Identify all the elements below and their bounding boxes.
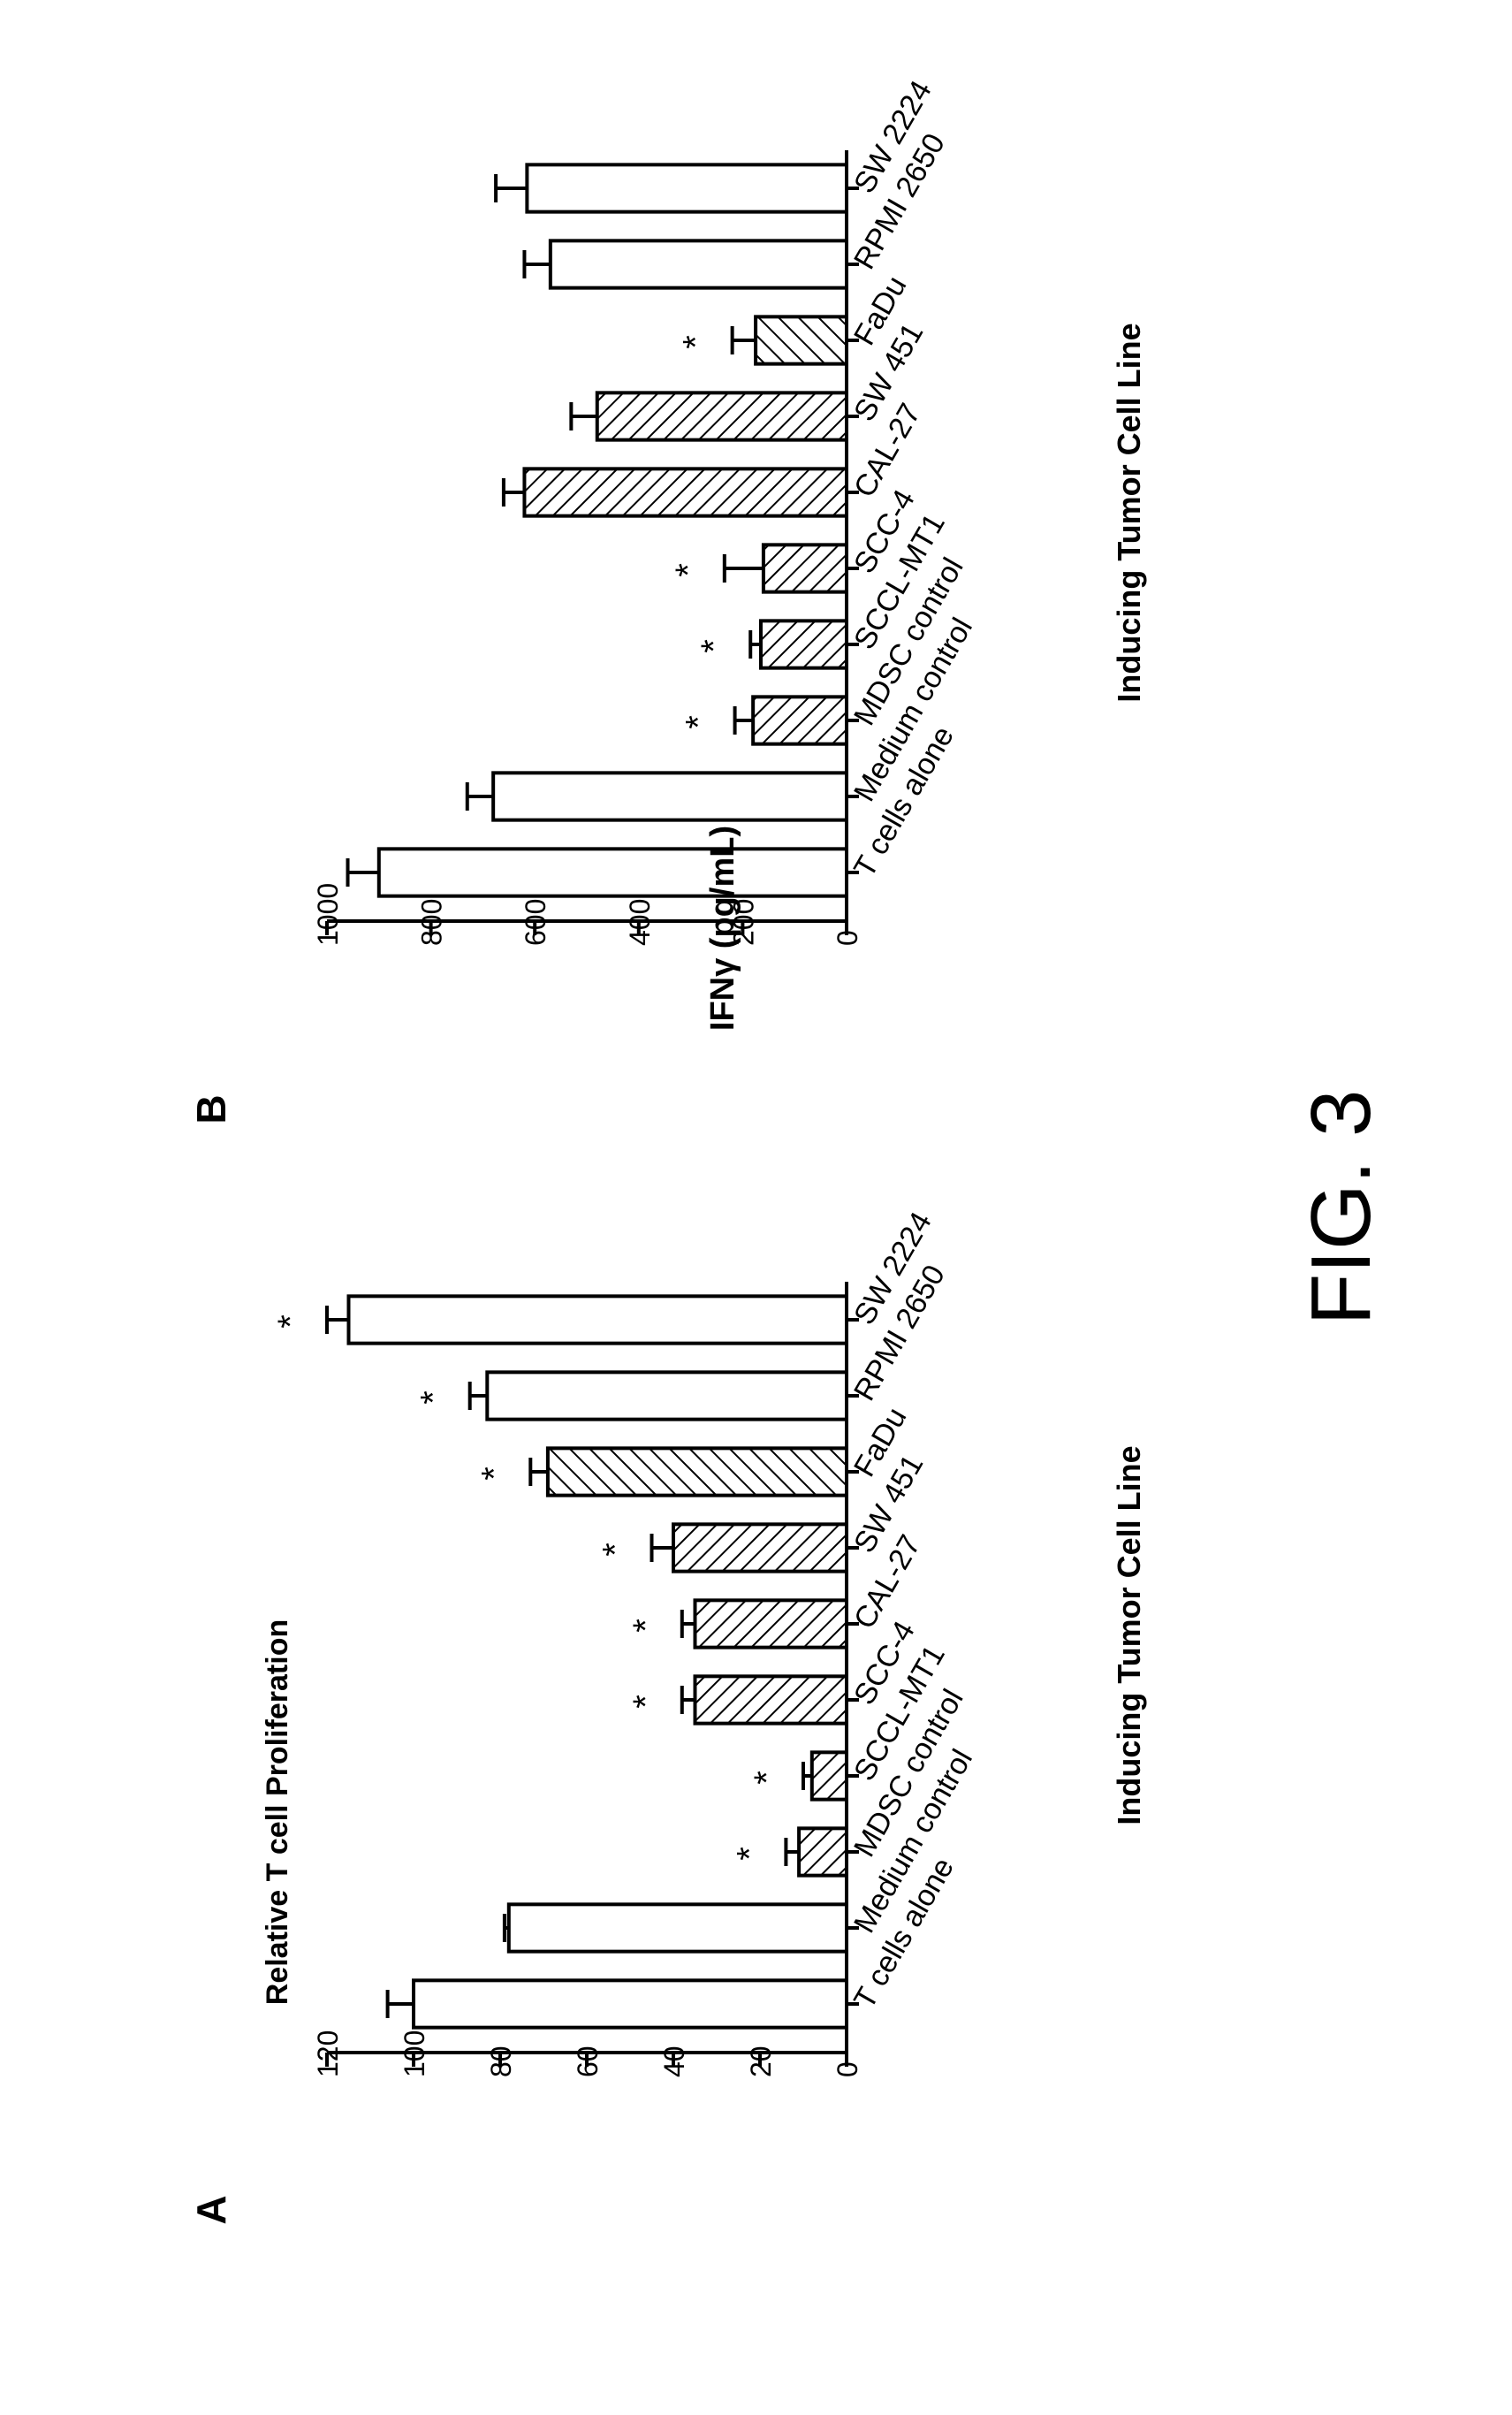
panel-a-significance-asterisk: * xyxy=(596,1543,635,1557)
panel-b-value-tick-label: 800 xyxy=(416,899,448,946)
panel-a-bar xyxy=(487,1372,847,1419)
panel-a-x-axis-label: Inducing Tumor Cell Line xyxy=(1111,1445,1147,1825)
panel-b-y-axis-label: IFNγ (pg/mL) xyxy=(704,826,741,1031)
panel-a-label: A xyxy=(188,2195,234,2224)
panel-a-significance-asterisk: * xyxy=(748,1771,786,1785)
panel-b-significance-asterisk: * xyxy=(695,639,733,653)
panel-a-significance-asterisk: * xyxy=(627,1695,665,1709)
panel-a-significance-asterisk: * xyxy=(730,1847,769,1861)
panel-b-significance-asterisk: * xyxy=(669,563,708,577)
panel-a-bar xyxy=(812,1752,847,1799)
panel-a-bar xyxy=(414,1980,847,2027)
panel-a-bar xyxy=(673,1524,847,1571)
panel-a-significance-asterisk: * xyxy=(271,1314,310,1329)
panel-b-bar xyxy=(753,697,847,743)
panel-a-value-tick-label: 120 xyxy=(312,2030,344,2077)
panel-a-value-tick-label: 40 xyxy=(658,2046,690,2077)
panel-a-y-axis-label: Relative T cell Proliferation xyxy=(261,1619,294,2005)
panel-a-value-tick-label: 20 xyxy=(745,2046,777,2077)
panel-a-significance-asterisk: * xyxy=(627,1619,665,1633)
panel-b-value-tick-label: 600 xyxy=(520,899,551,946)
panel-a-bar xyxy=(695,1600,847,1647)
panel-a-value-tick-label: 60 xyxy=(572,2046,604,2077)
panel-b-significance-asterisk: * xyxy=(680,715,718,729)
panel-a-bar xyxy=(799,1828,847,1875)
panel-b-value-tick-label: 1000 xyxy=(312,883,344,946)
panel-b-chart: 02004006008001000T cells aloneMedium con… xyxy=(312,75,979,946)
panel-a-value-tick-label: 100 xyxy=(399,2030,430,2077)
panel-a-chart: 020406080100120T cells aloneMedium contr… xyxy=(271,1207,979,2077)
panel-b-x-axis-label: Inducing Tumor Cell Line xyxy=(1111,323,1147,702)
panel-b-bar xyxy=(551,240,847,287)
panel-a-bar xyxy=(695,1676,847,1723)
panel-b-value-tick-label: 400 xyxy=(624,899,656,946)
figure-label: FIG. 3 xyxy=(1294,1090,1388,1326)
panel-a-value-tick-label: 0 xyxy=(832,2061,863,2077)
panel-b-y-axis-label-text: IFNγ (pg/mL) xyxy=(704,826,741,1031)
panel-b-bar xyxy=(524,469,847,515)
panel-a-bar xyxy=(548,1448,847,1495)
panel-b-bar xyxy=(761,621,847,667)
panel-b-bar xyxy=(527,164,847,211)
panel-a-value-tick-label: 80 xyxy=(485,2046,517,2077)
panel-b-value-tick-label: 0 xyxy=(832,930,863,946)
panel-b-bar xyxy=(756,316,847,363)
panel-b-bar xyxy=(379,849,847,895)
panel-b-bar xyxy=(764,545,847,591)
panel-a-bar xyxy=(349,1296,847,1343)
panel-b-bar xyxy=(597,392,847,439)
panel-b-label: B xyxy=(188,1094,234,1124)
panel-a-significance-asterisk: * xyxy=(414,1390,453,1405)
panel-a-bar xyxy=(509,1904,847,1951)
panel-b-significance-asterisk: * xyxy=(677,335,716,349)
panel-a-significance-asterisk: * xyxy=(475,1467,513,1481)
panel-b-bar xyxy=(493,773,847,819)
